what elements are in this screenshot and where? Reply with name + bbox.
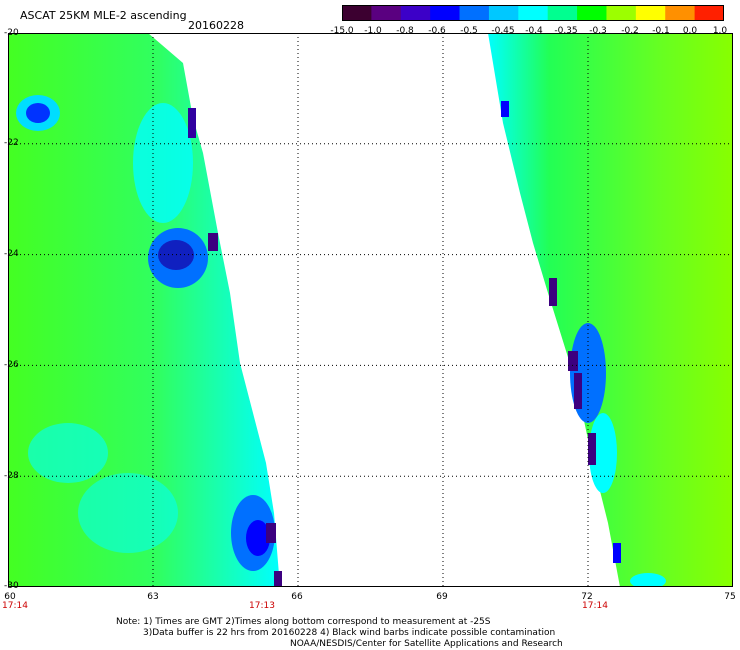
colorbar-label: -0.8 bbox=[396, 26, 414, 36]
pass-time-label: 17:14 bbox=[582, 601, 608, 611]
y-tick-label: -22 bbox=[4, 138, 19, 148]
right-swath bbox=[488, 33, 733, 587]
colorbar-segment bbox=[459, 5, 490, 21]
x-tick-label: 69 bbox=[436, 592, 448, 602]
colorbar-segment bbox=[430, 5, 461, 21]
edge-cell bbox=[501, 101, 509, 117]
low-cluster bbox=[630, 573, 666, 587]
low-cluster bbox=[28, 423, 108, 483]
colorbar-segment bbox=[488, 5, 519, 21]
colorbar-segment bbox=[665, 5, 696, 21]
colorbar-label: -0.1 bbox=[652, 26, 670, 36]
edge-cell bbox=[266, 523, 276, 543]
colorbar bbox=[342, 5, 724, 21]
colorbar-label: 0.0 bbox=[682, 26, 698, 36]
colorbar-segment bbox=[400, 5, 431, 21]
edge-cell bbox=[549, 278, 557, 306]
note-line-3: NOAA/NESDIS/Center for Satellite Applica… bbox=[290, 639, 563, 649]
edge-cell bbox=[188, 108, 196, 138]
colorbar-label: -0.5 bbox=[460, 26, 478, 36]
y-tick-label: -30 bbox=[4, 581, 19, 591]
colorbar-label: -0.2 bbox=[621, 26, 639, 36]
edge-cell bbox=[208, 233, 218, 251]
note-line-2: 3)Data buffer is 22 hrs from 20160228 4)… bbox=[143, 628, 556, 638]
colorbar-segment bbox=[577, 5, 607, 21]
colorbar-label: -0.4 bbox=[525, 26, 543, 36]
colorbar-segment bbox=[547, 5, 578, 21]
y-tick-label: -20 bbox=[4, 28, 19, 38]
colorbar-segment bbox=[371, 5, 402, 21]
low-cluster bbox=[78, 473, 178, 553]
colorbar-label: -15.0 bbox=[330, 26, 354, 36]
x-tick-label: 75 bbox=[724, 592, 736, 602]
edge-cell bbox=[588, 433, 596, 465]
x-tick-label: 72 bbox=[581, 592, 593, 602]
colorbar-label: -0.45 bbox=[491, 26, 515, 36]
colorbar-label: -0.3 bbox=[589, 26, 607, 36]
colorbar-frame bbox=[342, 5, 724, 21]
x-tick-label: 63 bbox=[147, 592, 159, 602]
pass-time-label: 17:13 bbox=[249, 601, 275, 611]
product-title: ASCAT 25KM MLE-2 ascending bbox=[20, 9, 187, 22]
y-tick-label: -24 bbox=[4, 249, 19, 259]
low-cluster bbox=[133, 103, 193, 223]
colorbar-segment bbox=[694, 5, 724, 21]
colorbar-label: -1.0 bbox=[364, 26, 382, 36]
edge-cell bbox=[568, 351, 578, 371]
colorbar-segment bbox=[342, 5, 372, 21]
edge-cell bbox=[274, 571, 282, 587]
note-line-1: Note: 1) Times are GMT 2)Times along bot… bbox=[116, 617, 491, 627]
x-tick-label: 66 bbox=[291, 592, 303, 602]
x-tick-label: 60 bbox=[4, 592, 16, 602]
colorbar-label: -0.35 bbox=[554, 26, 578, 36]
y-tick-label: -28 bbox=[4, 471, 19, 481]
colorbar-segment bbox=[635, 5, 666, 21]
edge-cell bbox=[574, 373, 582, 409]
product-date: 20160228 bbox=[188, 19, 244, 32]
colorbar-segment bbox=[606, 5, 637, 21]
low-cluster bbox=[246, 520, 270, 556]
edge-cell bbox=[613, 543, 621, 563]
colorbar-segment bbox=[518, 5, 549, 21]
y-tick-label: -26 bbox=[4, 360, 19, 370]
plot-frame bbox=[8, 33, 733, 587]
colorbar-label: -0.6 bbox=[428, 26, 446, 36]
low-cluster bbox=[26, 103, 50, 123]
map-plot bbox=[8, 33, 733, 587]
colorbar-label: 1.0 bbox=[712, 26, 728, 36]
lat-lon-grid bbox=[8, 33, 733, 587]
pass-time-label: 17:14 bbox=[2, 601, 28, 611]
